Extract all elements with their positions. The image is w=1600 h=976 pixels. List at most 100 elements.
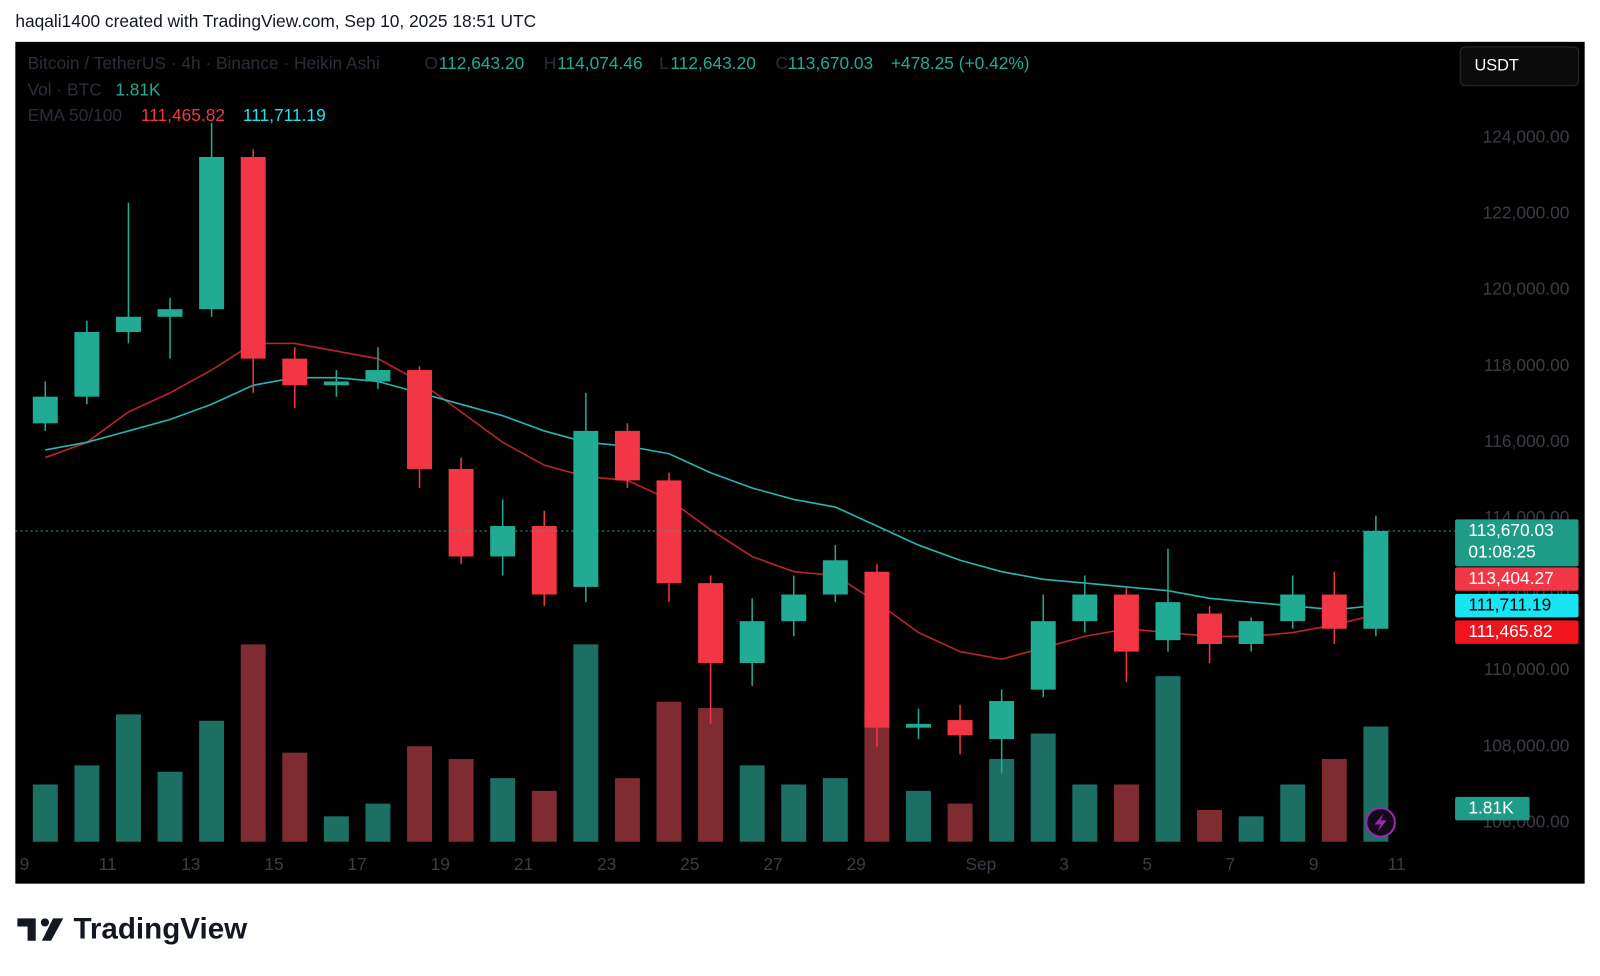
price-label-box	[1455, 796, 1530, 821]
candle-body	[531, 526, 557, 595]
logo-text: TradingView	[73, 912, 248, 945]
price-label-box	[1455, 620, 1579, 644]
ohlc-value: 112,643.20	[439, 53, 524, 73]
ohlc-value: 112,643.20	[670, 53, 755, 73]
candle-body	[781, 594, 807, 622]
volume-bar	[1280, 784, 1306, 842]
candle-body	[115, 316, 141, 333]
ohlc-key: C	[776, 53, 789, 73]
y-tick-label: 124,000.00	[1483, 127, 1570, 147]
candle-body	[1197, 613, 1223, 644]
candle-body	[698, 583, 724, 664]
volume-bar	[573, 644, 599, 842]
volume-bar	[822, 778, 848, 842]
candle-body	[1030, 621, 1056, 690]
price-label: 113,670.03	[1468, 520, 1553, 540]
volume-bar	[323, 816, 349, 842]
volume-bar	[240, 644, 266, 842]
ema-legend-value: 111,465.82	[141, 105, 225, 125]
candle-body	[947, 720, 973, 736]
volume-bar	[74, 765, 100, 842]
x-tick-label: 7	[1226, 854, 1236, 874]
bolt	[1374, 813, 1387, 832]
x-tick-label: 29	[846, 854, 865, 874]
candle-body	[1363, 530, 1389, 629]
chart-pane	[15, 41, 1585, 884]
candle-body	[1072, 594, 1098, 622]
symbol: Bitcoin / TetherUS · 4h · Binance · Heik…	[28, 53, 380, 73]
x-tick-label: 17	[348, 854, 367, 874]
volume-legend-name: Vol · BTC	[28, 79, 102, 99]
candle-body	[199, 156, 225, 310]
x-tick-label: 3	[1059, 854, 1069, 874]
candle-body	[365, 370, 391, 382]
volume-bar	[698, 708, 724, 842]
volume-bar	[115, 714, 141, 842]
currency-button[interactable]	[1459, 46, 1580, 87]
volume-bar	[1030, 733, 1056, 842]
x-tick-label: 11	[1388, 854, 1406, 874]
bolt-icon[interactable]	[1365, 807, 1396, 838]
candle-body	[157, 309, 183, 317]
candle-body	[822, 560, 848, 595]
x-tick-label: 19	[431, 854, 450, 874]
ema-legend-name: EMA 50/100	[28, 105, 122, 125]
x-tick-label: 11	[99, 854, 117, 874]
volume-bar	[1321, 759, 1347, 842]
volume-bar	[32, 784, 58, 842]
candle-body	[739, 621, 765, 664]
logo-slash	[41, 918, 64, 941]
x-tick-label: 15	[264, 854, 283, 874]
x-tick-label: 5	[1142, 854, 1152, 874]
x-tick-label: 25	[680, 854, 699, 874]
logo-dot	[40, 918, 49, 927]
volume-bar	[1197, 809, 1223, 842]
caption: haqali1400 created with TradingView.com,…	[15, 11, 536, 31]
volume-bar	[1238, 816, 1264, 842]
countdown: 01:08:25	[1468, 542, 1535, 562]
volume-bar	[1113, 784, 1139, 842]
volume-bar	[157, 771, 183, 842]
x-tick-label: 9	[1309, 854, 1319, 874]
y-tick-label: 108,000.00	[1483, 735, 1570, 755]
volume-bar	[199, 720, 225, 842]
candle-body	[1113, 594, 1139, 652]
candle-body	[656, 480, 682, 584]
candle-body	[864, 571, 890, 728]
price-label-box	[1455, 567, 1579, 591]
volume-bar	[947, 803, 973, 842]
volume-legend-value: 1.81K	[115, 79, 161, 99]
logo-mark	[17, 918, 45, 941]
ema-line	[45, 376, 1376, 611]
logo: TradingView	[17, 912, 248, 945]
volume-bar	[448, 759, 474, 842]
candle-body	[448, 468, 474, 557]
x-tick-label: Sep	[965, 854, 996, 874]
ohlc-key: H	[544, 53, 557, 73]
volume-bar	[781, 784, 807, 842]
y-tick-label: 120,000.00	[1483, 279, 1570, 299]
ema-legend-value: 111,711.19	[243, 105, 326, 125]
candle-body	[32, 396, 58, 424]
candle-body	[407, 370, 432, 469]
volume-bar	[1155, 676, 1181, 842]
volume-bar	[407, 746, 432, 842]
price-label-box	[1455, 519, 1579, 567]
y-tick-label: 122,000.00	[1483, 203, 1570, 223]
volume-bar	[739, 765, 765, 842]
candle-body	[989, 701, 1015, 740]
plot	[32, 122, 1389, 842]
price-label: 1.81K	[1468, 798, 1514, 818]
candle-body	[282, 358, 308, 386]
change: +478.25 (+0.42%)	[891, 53, 1030, 73]
volume-bar	[656, 701, 682, 842]
candle-body	[1155, 602, 1181, 641]
ema-line	[45, 342, 1377, 661]
price-label-box	[1455, 593, 1579, 618]
volume-bar	[282, 752, 308, 842]
volume-bar	[365, 803, 391, 842]
candle-body	[1321, 594, 1347, 629]
ohlc-key: O	[424, 53, 437, 73]
